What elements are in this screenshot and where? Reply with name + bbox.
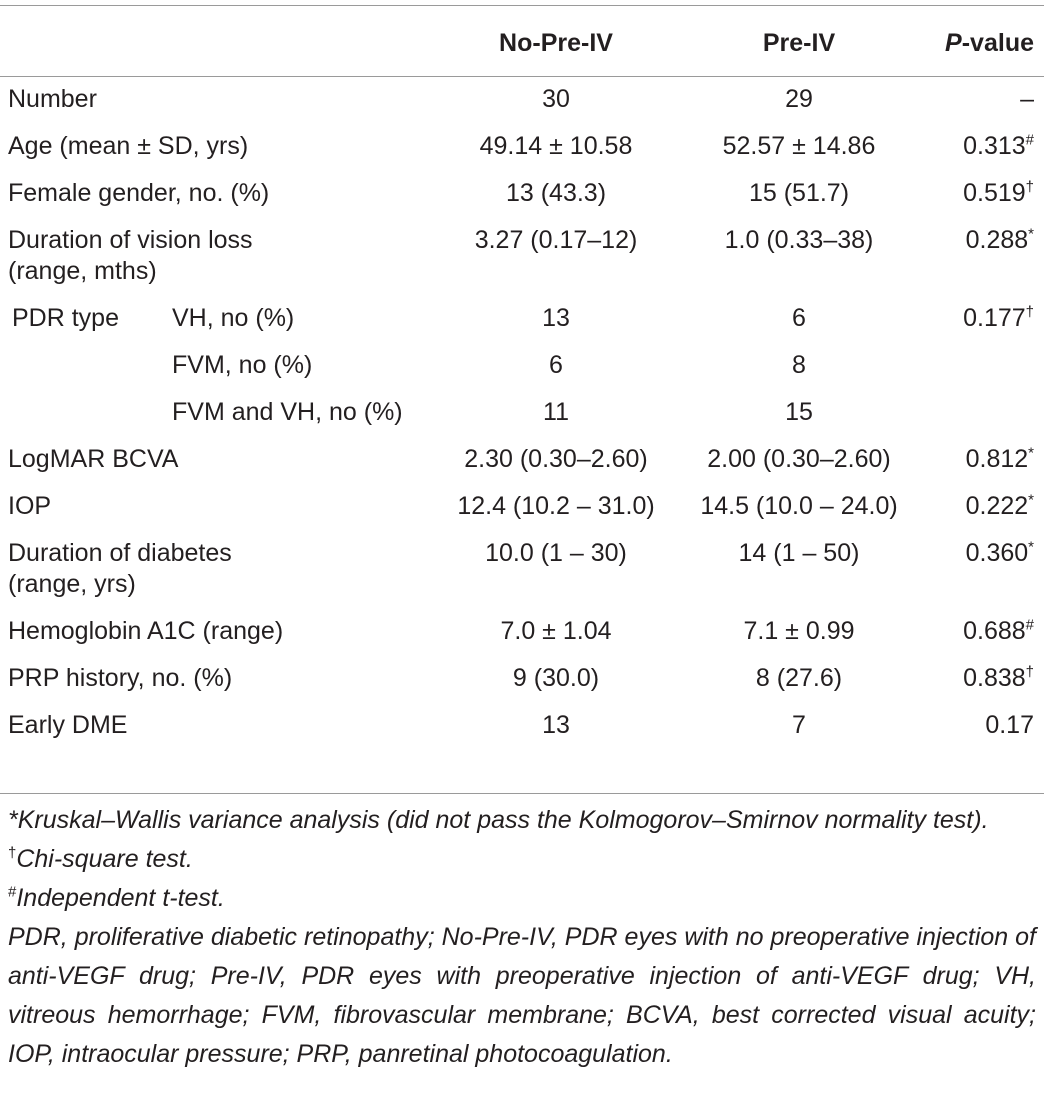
cell-p-value — [926, 342, 1044, 389]
table-row: Duration of diabetes (range, yrs) 10.0 (1… — [0, 530, 1044, 608]
cell-no-pre-iv: 49.14 ± 10.58 — [479, 132, 633, 160]
row-label: IOP — [8, 492, 52, 520]
cell-pre-iv: 15 (51.7) — [748, 179, 850, 207]
cell-pre-iv: 7.1 ± 0.99 — [743, 617, 855, 645]
row-label: Hemoglobin A1C (range) — [8, 617, 284, 645]
p-marker: * — [1028, 444, 1034, 462]
table-header-row: No-Pre-IV Pre-IV P-value — [0, 10, 1044, 76]
cell-no-pre-iv: 12.4 (10.2 – 31.0) — [457, 492, 655, 520]
footnote-abbreviations: PDR, proliferative diabetic retinopathy;… — [8, 923, 1036, 1068]
cell-p-value: 0.313# — [963, 131, 1034, 160]
cell-no-pre-iv: 30 — [542, 85, 570, 113]
cell-pre-iv: 2.00 (0.30–2.60) — [707, 445, 891, 473]
row-label: Early DME — [8, 711, 128, 739]
row-label: PRP history, no. (%) — [8, 664, 233, 692]
row-label: Duration of vision loss (range, mths) — [8, 226, 253, 285]
row-label: Duration of diabetes (range, yrs) — [8, 539, 232, 598]
row-label: LogMAR BCVA — [8, 445, 179, 473]
p-marker: # — [1025, 616, 1034, 634]
header-p-value: P-value — [926, 10, 1044, 76]
p-marker: † — [1025, 663, 1034, 681]
cell-p-value: 0.688# — [963, 616, 1034, 645]
header-p-italic: P — [945, 28, 962, 57]
cell-no-pre-iv: 13 — [542, 304, 570, 332]
table-row: FVM and VH, no (%) 11 15 — [0, 389, 1044, 436]
cell-pre-iv: 14.5 (10.0 – 24.0) — [700, 492, 898, 520]
table-row: FVM, no (%) 6 8 — [0, 342, 1044, 389]
cell-pre-iv: 15 — [785, 398, 813, 426]
row-label: FVM and VH, no (%) — [0, 389, 440, 436]
p-marker: * — [1028, 225, 1034, 243]
table-row: Hemoglobin A1C (range) 7.0 ± 1.04 7.1 ± … — [0, 608, 1044, 655]
cell-p-value: 0.838† — [963, 663, 1034, 692]
cell-pre-iv: 29 — [785, 85, 813, 113]
cell-p-value: 0.177† — [963, 303, 1034, 332]
cell-p-value: 0.519† — [963, 178, 1034, 207]
sub-label: FVM, no (%) — [172, 351, 313, 379]
row-label: Female gender, no. (%) — [8, 179, 270, 207]
header-rule — [0, 76, 1044, 77]
header-empty — [0, 10, 440, 76]
table-row: IOP 12.4 (10.2 – 31.0) 14.5 (10.0 – 24.0… — [0, 483, 1044, 530]
row-label: FVM, no (%) — [0, 342, 440, 389]
cell-no-pre-iv: 3.27 (0.17–12) — [474, 226, 638, 254]
cell-p-value: 0.288* — [965, 225, 1034, 254]
cell-p-value: – — [1020, 85, 1034, 113]
row-label: Age (mean ± SD, yrs) — [8, 132, 249, 160]
cell-no-pre-iv: 6 — [549, 351, 563, 379]
p-marker: * — [1028, 538, 1034, 556]
table-row: Early DME 13 7 0.17 — [0, 702, 1044, 749]
footnote-chi-square: †Chi-square test. — [8, 844, 193, 873]
table-row: PDR type VH, no (%) 13 6 0.177† — [0, 295, 1044, 342]
cell-pre-iv: 1.0 (0.33–38) — [724, 226, 874, 254]
characteristics-table: No-Pre-IV Pre-IV P-value Number 30 29 – … — [0, 10, 1044, 749]
footnote-kruskal: *Kruskal–Wallis variance analysis (did n… — [8, 806, 989, 834]
cell-no-pre-iv: 10.0 (1 – 30) — [485, 539, 627, 567]
header-no-pre-iv: No-Pre-IV — [499, 28, 613, 57]
header-p-rest: -value — [961, 28, 1034, 57]
p-marker: † — [1025, 178, 1034, 196]
p-marker: * — [1028, 491, 1034, 509]
cell-no-pre-iv: 2.30 (0.30–2.60) — [464, 445, 648, 473]
footnote-t-test: #Independent t-test. — [8, 883, 225, 912]
top-rule — [0, 5, 1044, 6]
table-row: Duration of vision loss (range, mths) 3.2… — [0, 217, 1044, 295]
cell-p-value: 0.812* — [965, 444, 1034, 473]
cell-no-pre-iv: 9 (30.0) — [512, 664, 600, 692]
cell-no-pre-iv: 13 — [542, 711, 570, 739]
row-label: PDR type VH, no (%) — [0, 295, 440, 342]
cell-pre-iv: 8 (27.6) — [755, 664, 843, 692]
bottom-rule — [0, 793, 1044, 794]
table-row: Female gender, no. (%) 13 (43.3) 15 (51.… — [0, 170, 1044, 217]
cell-p-value — [926, 389, 1044, 436]
cell-p-value: 0.360* — [965, 538, 1034, 567]
cell-no-pre-iv: 7.0 ± 1.04 — [500, 617, 612, 645]
p-marker: † — [1025, 303, 1034, 321]
cell-pre-iv: 52.57 ± 14.86 — [722, 132, 876, 160]
cell-pre-iv: 6 — [792, 304, 806, 332]
sub-label: VH, no (%) — [172, 304, 295, 332]
header-pre-iv: Pre-IV — [762, 28, 836, 57]
table-footnotes: *Kruskal–Wallis variance analysis (did n… — [8, 801, 1036, 1074]
cell-p-value: 0.222* — [965, 491, 1034, 520]
cell-no-pre-iv: 11 — [543, 398, 569, 426]
cell-no-pre-iv: 13 (43.3) — [505, 179, 607, 207]
row-label: Number — [8, 85, 97, 113]
table-row: LogMAR BCVA 2.30 (0.30–2.60) 2.00 (0.30–… — [0, 436, 1044, 483]
p-marker: # — [1025, 131, 1034, 149]
table-row: Age (mean ± SD, yrs) 49.14 ± 10.58 52.57… — [0, 123, 1044, 170]
cell-pre-iv: 8 — [792, 351, 806, 379]
table-row: PRP history, no. (%) 9 (30.0) 8 (27.6) 0… — [0, 655, 1044, 702]
cell-pre-iv: 7 — [792, 711, 806, 739]
sub-label: FVM and VH, no (%) — [172, 398, 403, 426]
cell-p-value: 0.17 — [985, 711, 1034, 739]
table-row: Number 30 29 – — [0, 76, 1044, 123]
group-label: PDR type — [12, 304, 119, 332]
cell-pre-iv: 14 (1 – 50) — [738, 539, 860, 567]
